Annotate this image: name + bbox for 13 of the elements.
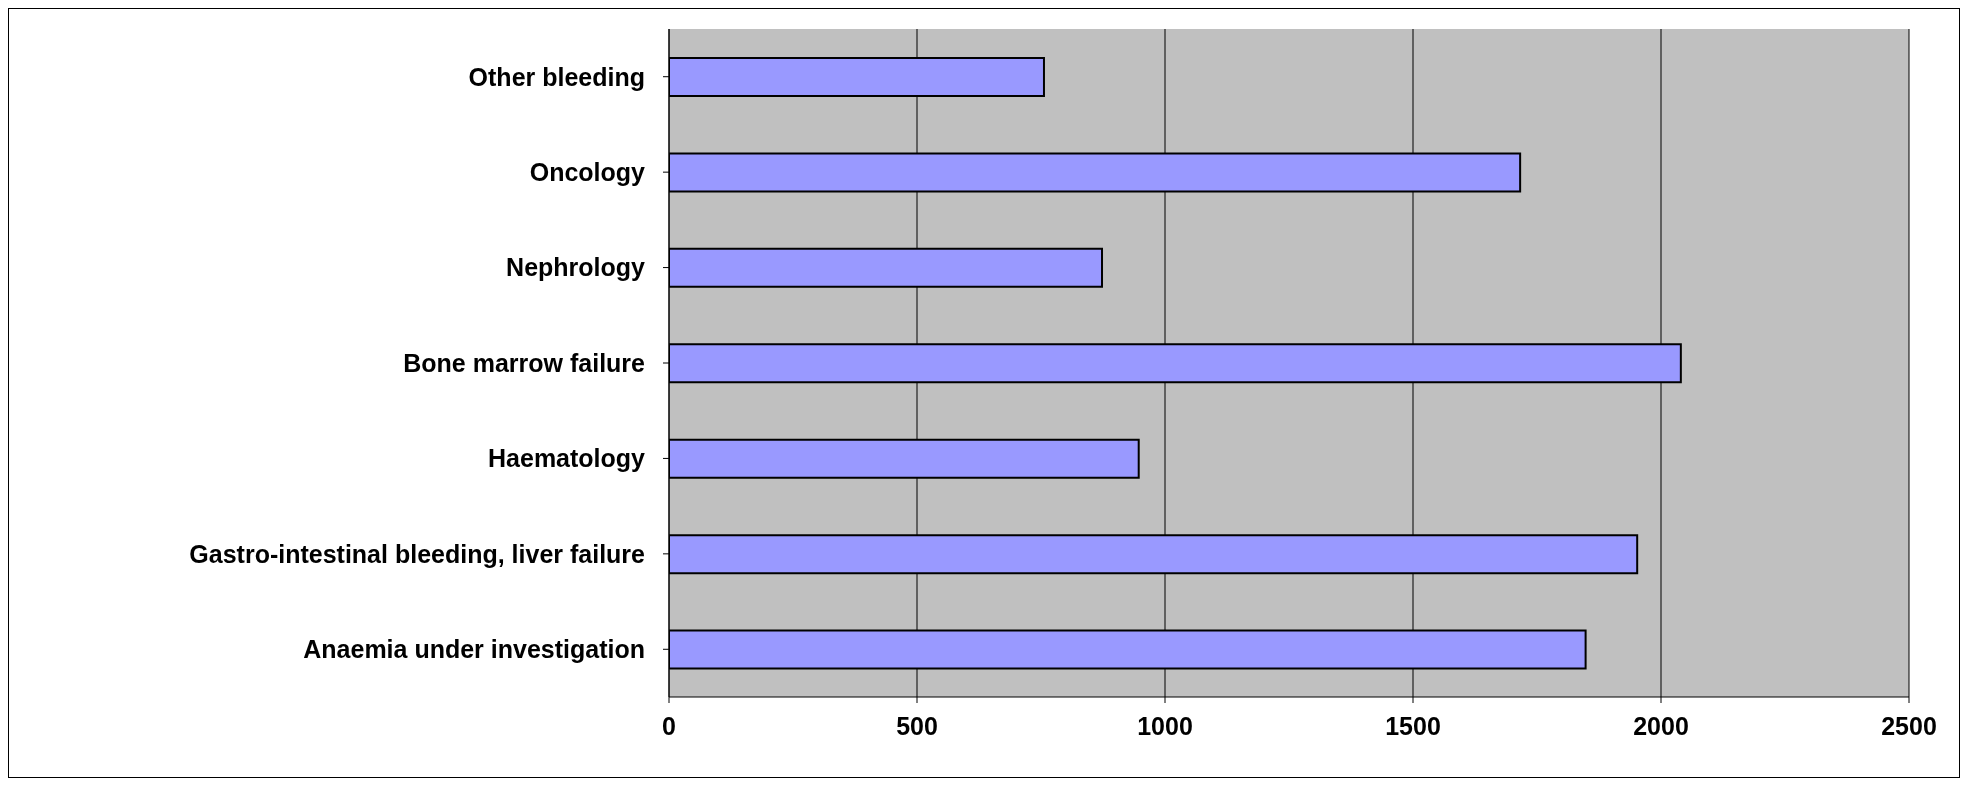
x-tick-label: 1000 (1137, 711, 1193, 740)
x-tick-label: 0 (662, 711, 676, 740)
y-tick-label: Gastro-intestinal bleeding, liver failure (189, 539, 646, 568)
x-tick-label: 500 (896, 711, 938, 740)
x-tick-label: 2500 (1881, 711, 1937, 740)
x-tick-label: 1500 (1385, 711, 1441, 740)
y-tick-label: Nephrology (506, 253, 646, 282)
y-tick-label: Anaemia under investigation (303, 635, 645, 664)
y-tick-label: Haematology (488, 444, 646, 473)
y-tick-label: Bone marrow failure (403, 348, 646, 377)
y-tick-label: Oncology (529, 158, 646, 187)
x-tick-label: 2000 (1633, 711, 1689, 740)
y-tick-label: Other bleeding (468, 62, 645, 91)
